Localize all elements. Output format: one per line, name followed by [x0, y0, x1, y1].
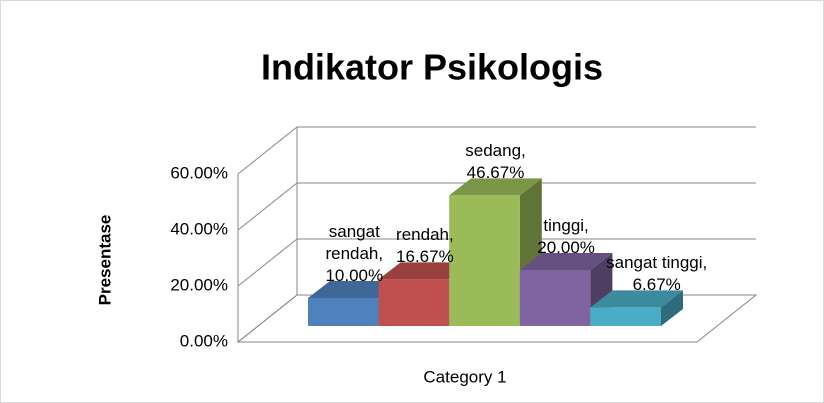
bar-top — [519, 253, 613, 270]
bar-side — [661, 290, 683, 326]
y-tick-label: 60.00% — [170, 163, 228, 182]
bar-front — [308, 298, 379, 326]
y-tick-label: 40.00% — [170, 219, 228, 238]
data-label: rendah, 16.67% — [396, 225, 454, 267]
bar-top — [378, 262, 472, 280]
chart-title: Indikator Psikologis — [261, 47, 603, 88]
y-tick-label: 0.00% — [180, 331, 228, 350]
grid-line — [237, 182, 756, 231]
bar-front — [449, 195, 520, 326]
grid-line — [237, 126, 756, 175]
data-label: sangat rendah, 10.00% — [325, 222, 384, 285]
x-tick-label: Category 1 — [423, 367, 506, 386]
data-label: tinggi, 20.00% — [537, 216, 595, 257]
bar — [449, 178, 542, 326]
bar-front — [378, 279, 450, 326]
axis-wall — [237, 127, 298, 342]
grid-line — [237, 238, 756, 287]
y-axis-label: Presentase — [95, 215, 114, 306]
bar-top — [308, 281, 401, 298]
y-tick-label: 20.00% — [170, 275, 228, 294]
bar-top — [449, 178, 542, 196]
data-label: sedang, 46.67% — [465, 141, 526, 183]
bar — [590, 290, 683, 326]
bar-top — [590, 290, 683, 308]
bar-front — [590, 307, 661, 326]
bar-front — [519, 270, 591, 326]
data-label: sangat tinggi, 6.67% — [606, 253, 708, 295]
